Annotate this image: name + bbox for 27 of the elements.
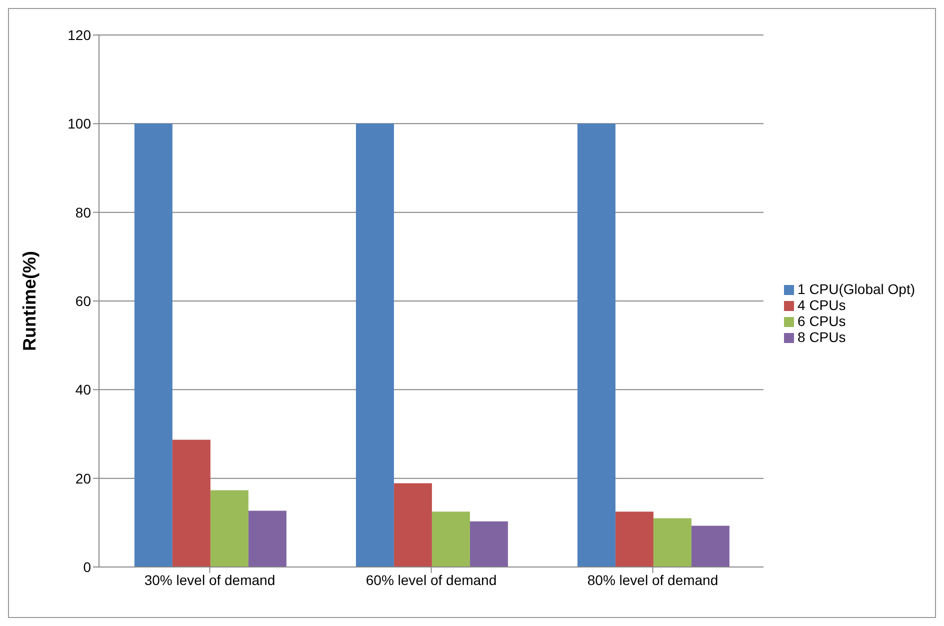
y-tick-label: 120 <box>68 26 92 43</box>
bar <box>577 124 616 567</box>
y-axis-title: Runtime(%) <box>19 251 40 351</box>
y-tick-label: 20 <box>75 470 92 486</box>
bar <box>172 440 210 567</box>
legend-label: 6 CPUs <box>798 313 846 329</box>
legend-label: 4 CPUs <box>798 297 846 313</box>
legend-label: 1 CPU(Global Opt) <box>798 281 915 297</box>
bar <box>615 512 654 567</box>
y-tick-label: 40 <box>75 382 92 398</box>
y-tick-label: 80 <box>75 204 92 220</box>
bar <box>248 510 286 567</box>
y-tick-label: 60 <box>75 292 92 309</box>
bar <box>210 490 248 567</box>
bar <box>653 518 692 567</box>
legend-label: 8 CPUs <box>798 329 846 345</box>
bar <box>394 483 432 567</box>
x-tick-label: 30% level of demand <box>144 572 276 588</box>
x-tick-label: 60% level of demand <box>366 572 497 588</box>
bar <box>470 521 508 567</box>
bar <box>356 124 394 567</box>
x-tick-label: 80% level of demand <box>587 572 718 588</box>
bar <box>134 124 172 567</box>
y-tick-label: 100 <box>68 116 92 132</box>
y-tick-label: 0 <box>83 558 92 575</box>
bar <box>691 526 730 567</box>
bar <box>432 512 470 567</box>
